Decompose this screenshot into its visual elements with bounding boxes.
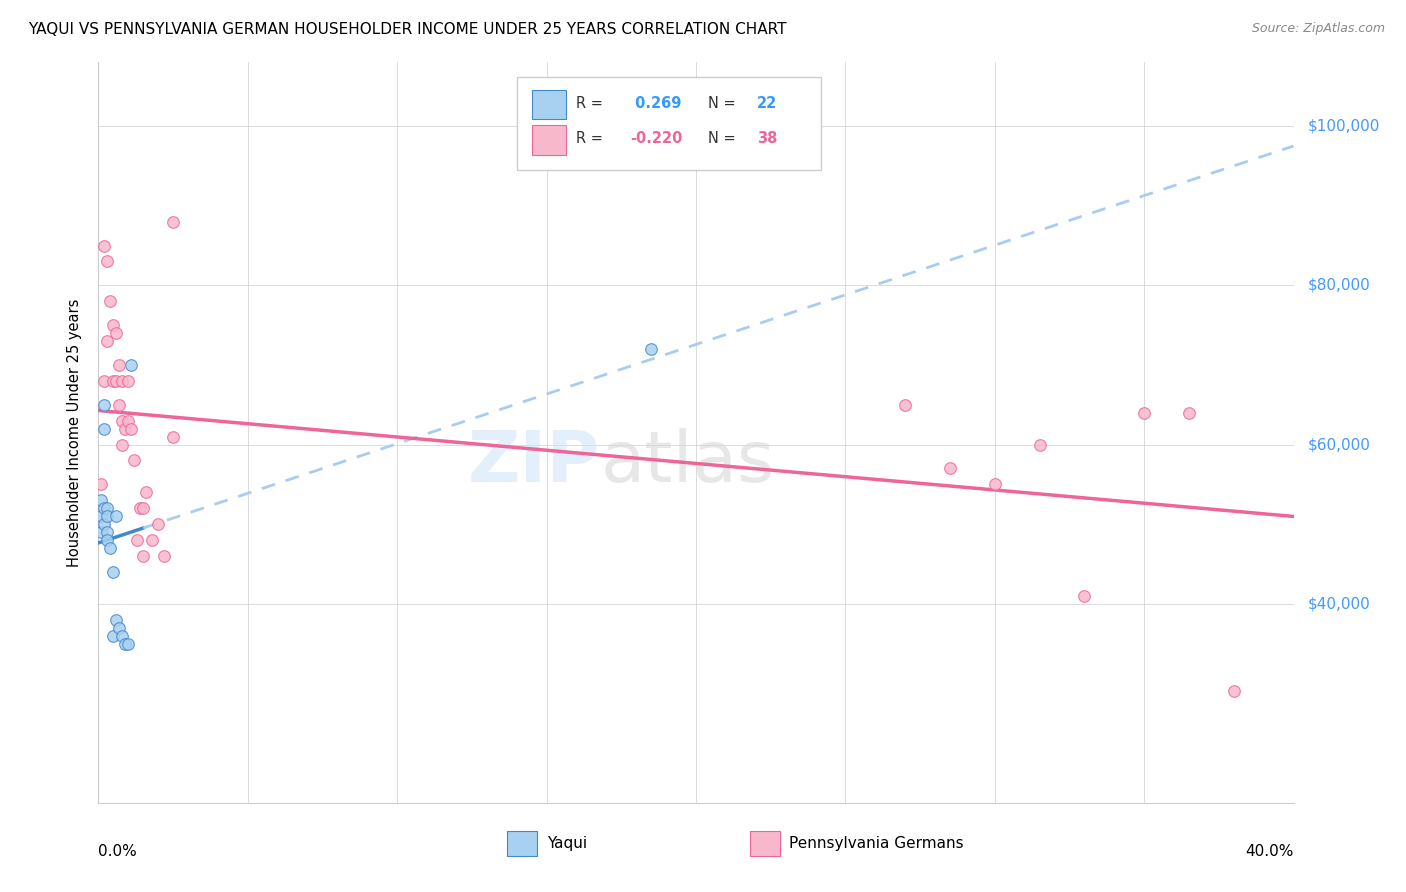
Point (120, 422, 142, 436)
Text: 0.269: 0.269 (630, 95, 682, 111)
Text: $40,000: $40,000 (1308, 596, 1371, 611)
Text: $100,000: $100,000 (1308, 119, 1381, 134)
Point (105, 326, 128, 340)
Point (98, 294, 122, 309)
Text: R =: R = (576, 131, 607, 146)
Point (939, 461, 962, 475)
Point (111, 629, 134, 643)
Point (105, 613, 128, 627)
Point (162, 214, 184, 228)
Point (114, 637, 136, 651)
Bar (533, 90, 565, 120)
Y-axis label: Householder Income Under 25 years: Householder Income Under 25 years (67, 299, 83, 566)
Bar (508, 831, 537, 856)
Point (111, 414, 134, 428)
Text: $80,000: $80,000 (1308, 277, 1371, 293)
Point (90, 493, 112, 508)
Point (111, 437, 134, 451)
Point (103, 318, 125, 333)
Point (105, 374, 128, 388)
Point (141, 533, 163, 547)
Point (90, 477, 112, 491)
Text: atlas: atlas (600, 428, 775, 497)
Text: Pennsylvania Germans: Pennsylvania Germans (789, 836, 963, 851)
Text: R =: R = (576, 95, 607, 111)
Text: ZIP: ZIP (468, 428, 600, 497)
Point (103, 374, 125, 388)
Point (108, 398, 131, 412)
Point (148, 517, 170, 532)
Point (132, 501, 155, 516)
Point (117, 637, 139, 651)
Point (135, 485, 157, 500)
Point (1178, 406, 1201, 420)
Text: 38: 38 (756, 131, 778, 146)
Text: Yaqui: Yaqui (547, 836, 586, 851)
Text: N =: N = (709, 131, 740, 146)
Point (93, 238, 115, 252)
Point (108, 621, 131, 635)
Point (124, 453, 146, 467)
Point (96, 334, 118, 348)
Point (105, 509, 128, 524)
Point (90, 525, 112, 540)
Point (96, 525, 118, 540)
Point (153, 549, 176, 563)
Point (129, 501, 152, 516)
Bar (533, 126, 565, 155)
Point (111, 374, 134, 388)
Point (93, 517, 115, 532)
Text: -0.220: -0.220 (630, 131, 683, 146)
Point (103, 629, 125, 643)
Point (120, 358, 142, 372)
Text: 40.0%: 40.0% (1246, 844, 1294, 858)
Point (96, 533, 118, 547)
Bar (749, 831, 780, 856)
Point (108, 358, 131, 372)
Point (984, 477, 1007, 491)
Point (114, 422, 136, 436)
Point (1073, 589, 1095, 603)
Point (1223, 684, 1246, 698)
Point (117, 374, 139, 388)
Text: $60,000: $60,000 (1308, 437, 1371, 452)
Point (93, 501, 115, 516)
Text: Source: ZipAtlas.com: Source: ZipAtlas.com (1251, 22, 1385, 36)
Text: 22: 22 (756, 95, 778, 111)
Text: YAQUI VS PENNSYLVANIA GERMAN HOUSEHOLDER INCOME UNDER 25 YEARS CORRELATION CHART: YAQUI VS PENNSYLVANIA GERMAN HOUSEHOLDER… (28, 22, 786, 37)
Point (162, 429, 184, 443)
Point (640, 342, 662, 356)
Text: N =: N = (709, 95, 740, 111)
Point (132, 549, 155, 563)
Point (127, 533, 149, 547)
Point (93, 374, 115, 388)
Point (894, 398, 917, 412)
Text: 0.0%: 0.0% (98, 844, 138, 858)
Point (1133, 406, 1156, 420)
Point (96, 254, 118, 268)
Point (98, 541, 122, 555)
Point (96, 501, 118, 516)
Point (93, 422, 115, 436)
Point (117, 414, 139, 428)
Point (96, 509, 118, 524)
FancyBboxPatch shape (517, 78, 821, 169)
Point (103, 565, 125, 579)
Point (93, 398, 115, 412)
Point (90, 509, 112, 524)
Point (1028, 437, 1050, 451)
